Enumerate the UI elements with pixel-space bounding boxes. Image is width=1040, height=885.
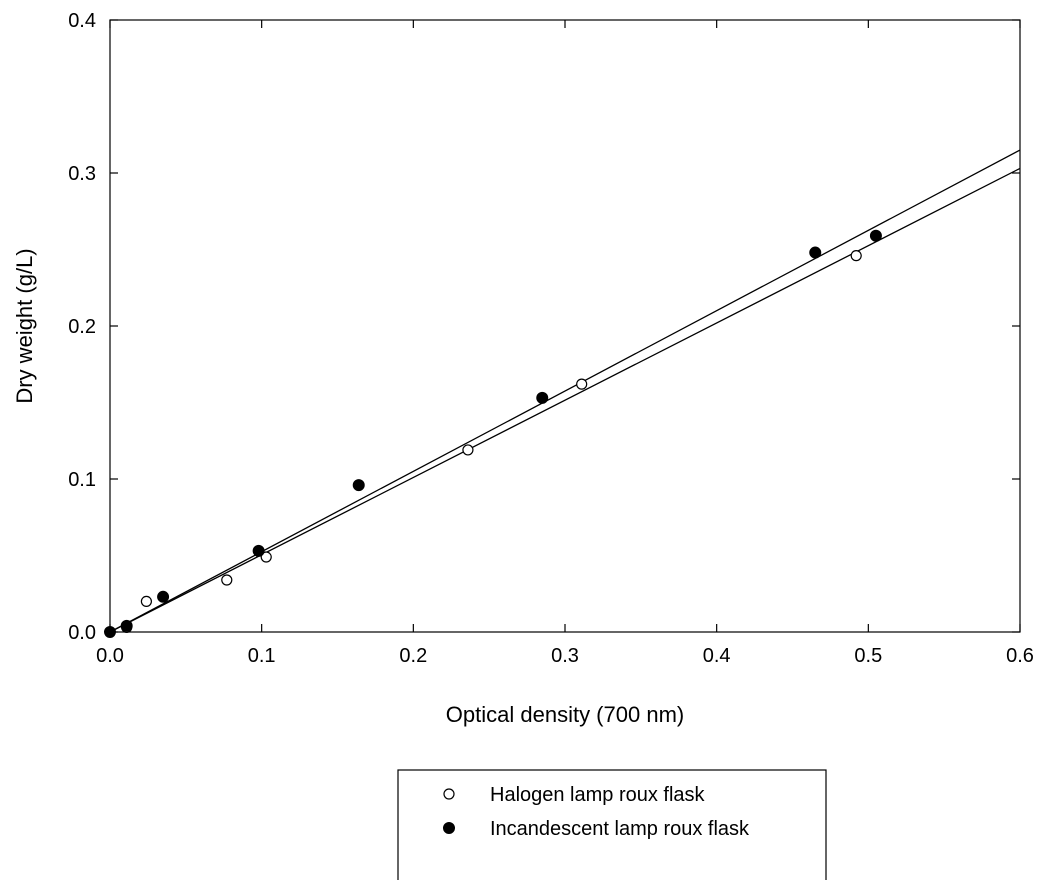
data-point-incandescent: [104, 626, 116, 638]
data-points: [104, 229, 882, 638]
x-axis-ticks: 0.0 0.1 0.2 0.3 0.4 0.5 0.6: [96, 20, 1034, 667]
y-tick-label: 0.3: [68, 163, 96, 185]
x-axis-label: Optical density (700 nm): [446, 702, 684, 727]
y-tick-label: 0.1: [68, 469, 96, 491]
data-point-halogen: [140, 595, 152, 608]
data-point-incandescent: [252, 544, 265, 557]
data-point-halogen: [260, 551, 272, 563]
data-point-halogen: [462, 444, 474, 456]
fit-line-incandescent: [109, 149, 1021, 633]
legend-label-halogen: Halogen lamp roux flask: [490, 784, 706, 806]
legend: Halogen lamp roux flask Incandescent lam…: [397, 769, 827, 885]
legend-marker-halogen: [443, 788, 455, 800]
data-point-incandescent: [120, 619, 133, 632]
legend-label-incandescent: Incandescent lamp roux flask: [490, 818, 750, 840]
data-point-incandescent: [809, 246, 822, 259]
fit-lines: [109, 149, 1021, 633]
y-tick-label: 0.4: [68, 10, 96, 32]
data-point-incandescent: [157, 590, 170, 603]
fit-line-halogen: [109, 167, 1021, 633]
x-tick-label: 0.6: [1006, 645, 1034, 667]
plot-frame: [109, 19, 1021, 633]
data-point-incandescent: [352, 479, 365, 492]
y-tick-label: 0.2: [68, 316, 96, 338]
x-tick-label: 0.4: [703, 645, 731, 667]
y-axis-ticks: 0.0 0.1 0.2 0.3 0.4: [68, 10, 1020, 644]
data-point-incandescent: [869, 229, 882, 242]
legend-box: [397, 769, 827, 885]
legend-marker-incandescent: [443, 822, 455, 834]
y-axis-label: Dry weight (g/L): [12, 248, 37, 403]
x-tick-label: 0.0: [96, 645, 124, 667]
data-point-halogen: [576, 378, 588, 390]
x-tick-label: 0.3: [551, 645, 579, 667]
data-point-halogen: [850, 250, 862, 262]
x-tick-label: 0.1: [248, 645, 276, 667]
data-point-halogen: [221, 574, 233, 586]
data-point-incandescent: [536, 391, 549, 404]
y-tick-label: 0.0: [68, 622, 96, 644]
x-tick-label: 0.5: [854, 645, 882, 667]
x-tick-label: 0.2: [399, 645, 427, 667]
